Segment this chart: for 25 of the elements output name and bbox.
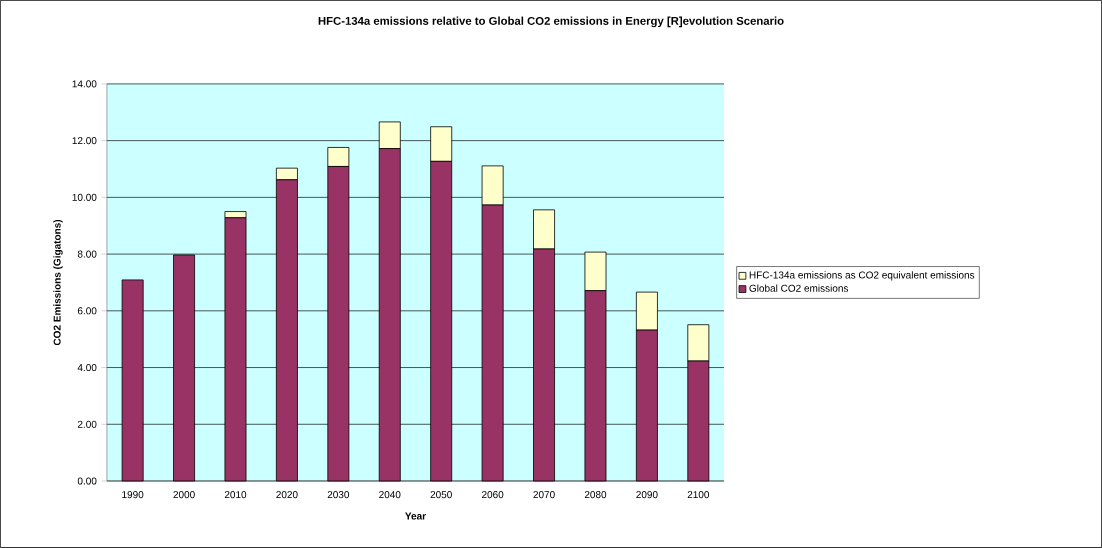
y-tick-label: 2.00 — [77, 420, 97, 428]
x-tick-label: 2050 — [430, 491, 452, 499]
y-tick-label: 8.00 — [77, 250, 97, 258]
x-tick-label: 2000 — [173, 491, 195, 499]
y-tick-label: 0.00 — [77, 477, 97, 485]
x-tick-label: 2060 — [482, 491, 504, 499]
x-tick-label: 2040 — [379, 491, 401, 499]
y-axis-title: CO2 Emissions (Gigatons) — [53, 219, 63, 346]
legend-label: HFC-134a emissions as CO2 equivalent emissions — [749, 271, 975, 281]
legend-label: Global CO2 emissions — [749, 284, 849, 292]
x-tick-label: 2100 — [687, 491, 710, 499]
chart-title: HFC-134a emissions relative to Global CO2 emissions in Energy [R]evolution Scenario — [318, 16, 784, 28]
y-tick-label: 4.00 — [77, 364, 97, 372]
x-tick-label: 2020 — [276, 491, 298, 499]
x-axis-title: Year — [405, 512, 426, 520]
y-tick-label: 6.00 — [77, 307, 97, 315]
x-tick-label: 2010 — [224, 491, 247, 499]
y-tick-label: 14.00 — [72, 80, 97, 88]
x-tick-label: 2080 — [584, 491, 607, 499]
x-tick-label: 1990 — [122, 491, 144, 499]
y-tick-label: 10.00 — [72, 193, 97, 201]
x-tick-label: 2030 — [327, 491, 350, 499]
x-tick-label: 2070 — [533, 491, 555, 499]
x-tick-label: 2090 — [636, 491, 658, 499]
y-tick-label: 12.00 — [72, 137, 97, 145]
